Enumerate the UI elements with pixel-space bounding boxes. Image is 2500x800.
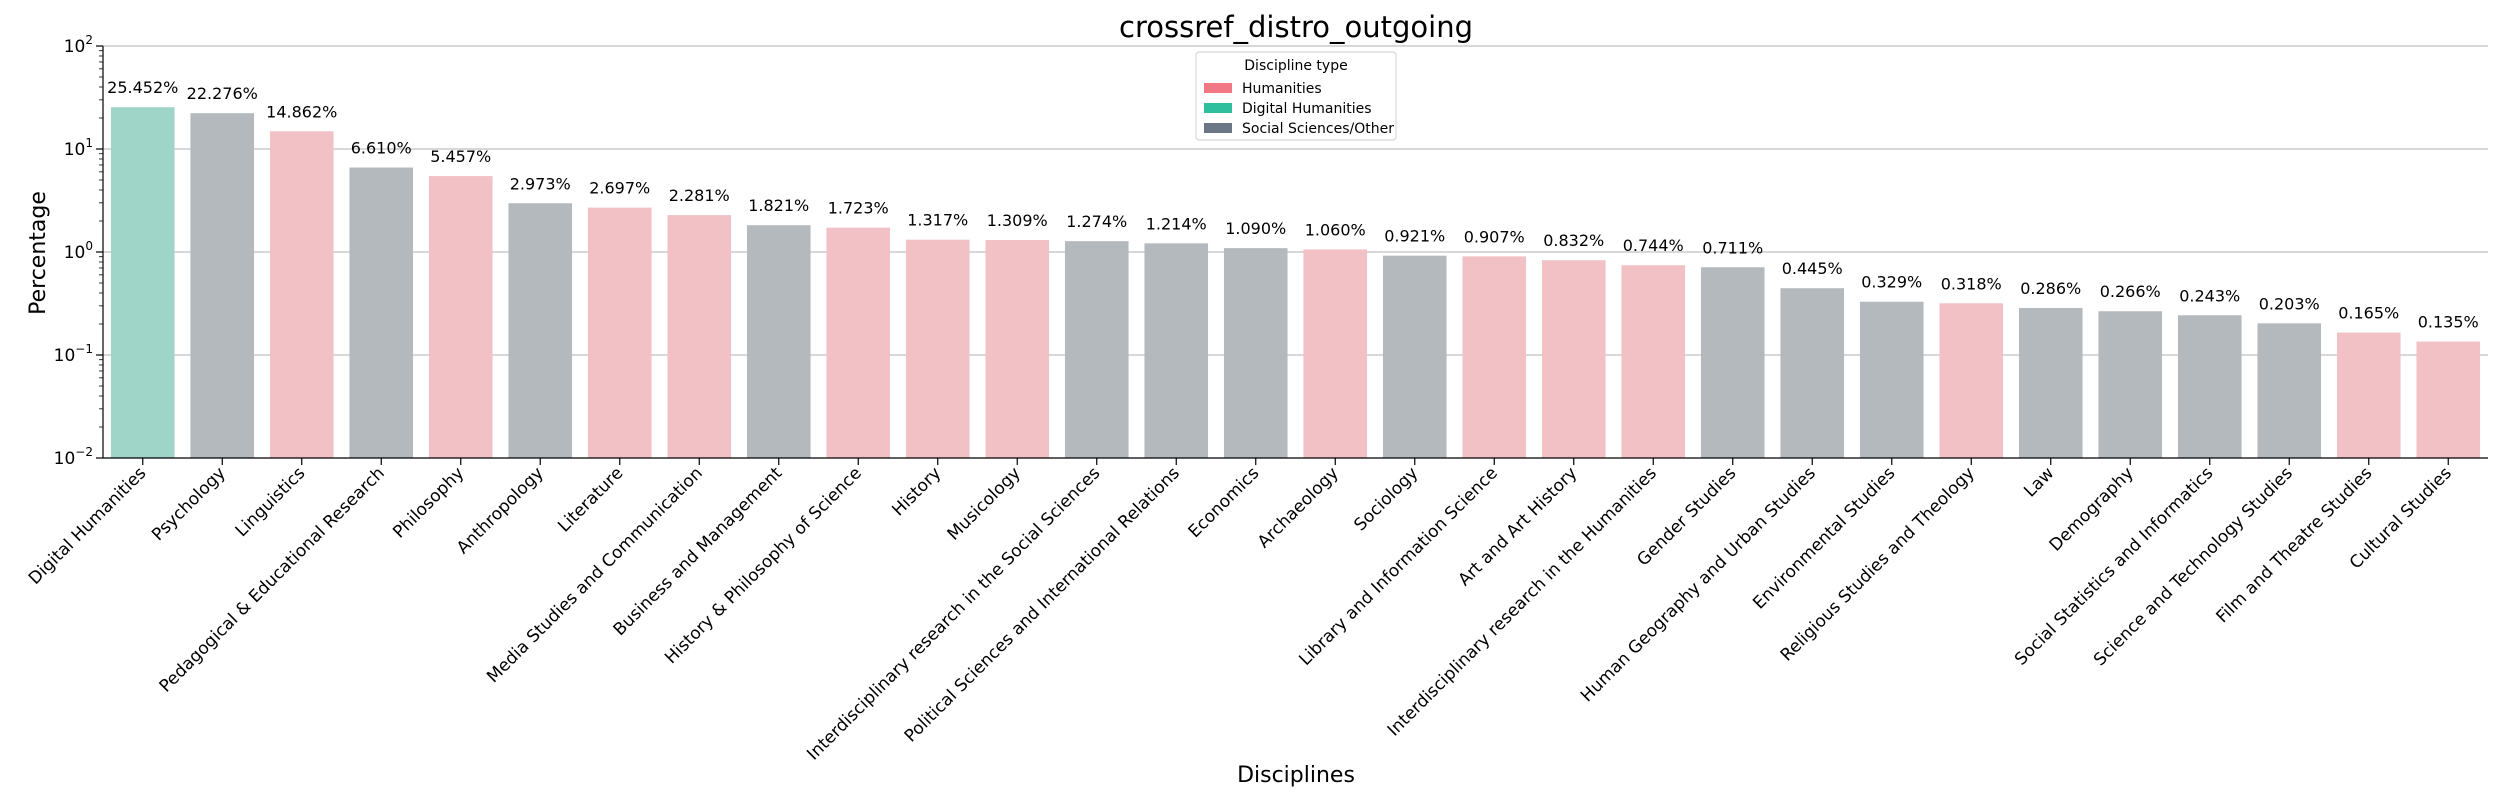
- legend-entry-label: Humanities: [1242, 81, 1322, 97]
- bar-17: [1382, 255, 1447, 458]
- y-ticks-group: 10−2 10−1 100 101 102: [54, 33, 103, 469]
- bar-value-label: 0.329%: [1861, 273, 1922, 292]
- bar-value-label: 2.697%: [589, 179, 650, 198]
- y-tick-label: 102: [64, 33, 93, 57]
- bars-group: [110, 107, 2481, 459]
- bar-value-label: 6.610%: [351, 139, 412, 158]
- y-axis-label: Percentage: [26, 191, 51, 315]
- bar-value-label: 1.821%: [748, 196, 809, 215]
- bar-27: [2177, 315, 2242, 458]
- bar-6: [508, 203, 573, 458]
- bar-4: [349, 167, 414, 458]
- y-tick-label: 10−1: [54, 342, 93, 366]
- bar-7: [587, 207, 652, 458]
- bar-value-label: 0.445%: [1782, 259, 1843, 278]
- bar-8: [667, 215, 732, 458]
- y-tick-label: 10−2: [54, 445, 93, 469]
- bar-16: [1303, 249, 1368, 458]
- bar-3: [269, 131, 334, 458]
- bar-value-label: 1.317%: [907, 211, 968, 230]
- bar-value-label: 25.452%: [107, 78, 178, 97]
- bar-value-label: 0.907%: [1464, 227, 1525, 246]
- bar-value-label: 0.318%: [1941, 274, 2002, 293]
- data-labels-group: 25.452% 22.276% 14.862% 6.610% 5.457% 2.973% 2…: [107, 78, 2479, 331]
- bar-18: [1462, 256, 1527, 458]
- bar-10: [826, 227, 891, 458]
- bar-15: [1223, 248, 1288, 458]
- bar-value-label: 0.832%: [1543, 231, 1604, 250]
- bar-value-label: 0.243%: [2179, 286, 2240, 305]
- bar-21: [1700, 267, 1765, 458]
- bar-value-label: 0.711%: [1702, 238, 1763, 257]
- bar-5: [428, 176, 493, 458]
- legend-title: Discipline type: [1244, 58, 1347, 74]
- bar-value-label: 0.921%: [1384, 227, 1445, 246]
- bar-value-label: 1.309%: [987, 211, 1048, 230]
- bar-24: [1939, 303, 2004, 458]
- legend-entry-label: Digital Humanities: [1242, 101, 1372, 117]
- bar-value-label: 0.286%: [2020, 279, 2081, 298]
- bar-value-label: 14.862%: [266, 102, 337, 121]
- legend-frame: [1195, 51, 1397, 141]
- legend-swatch: [1204, 83, 1232, 93]
- bar-26: [2098, 311, 2163, 458]
- bar-value-label: 2.973%: [510, 174, 571, 193]
- bar-value-label: 0.744%: [1623, 236, 1684, 255]
- y-tick-label: 101: [64, 136, 93, 160]
- bar-30: [2416, 341, 2481, 458]
- bar-11: [905, 239, 970, 458]
- bar-value-label: 22.276%: [187, 84, 258, 103]
- bar-value-label: 2.281%: [669, 186, 730, 205]
- bar-1: [110, 107, 175, 459]
- bar-28: [2257, 323, 2322, 458]
- bar-value-label: 0.165%: [2338, 304, 2399, 323]
- bar-value-label: 0.135%: [2418, 313, 2479, 332]
- legend-swatch: [1204, 123, 1232, 133]
- legend-entry-label: Social Sciences/Other: [1242, 121, 1394, 137]
- bar-value-label: 0.266%: [2100, 282, 2161, 301]
- bar-value-label: 1.214%: [1146, 214, 1207, 233]
- bar-value-label: 0.203%: [2259, 294, 2320, 313]
- bar-13: [1064, 241, 1129, 458]
- bar-value-label: 1.723%: [828, 199, 889, 218]
- bar-12: [985, 239, 1050, 458]
- bar-value-label: 1.060%: [1305, 220, 1366, 239]
- bar-14: [1144, 243, 1209, 458]
- bar-29: [2336, 332, 2401, 458]
- legend-swatch: [1204, 103, 1232, 113]
- bar-value-label: 5.457%: [430, 147, 491, 166]
- y-tick-label: 100: [64, 239, 93, 263]
- x-axis-label: Disciplines: [1237, 763, 1355, 788]
- bar-value-label: 1.090%: [1225, 219, 1286, 238]
- chart-title: crossref_distro_outgoing: [1119, 10, 1473, 44]
- bar-value-label: 1.274%: [1066, 212, 1127, 231]
- bar-20: [1621, 265, 1686, 458]
- legend: Discipline type Humanities Digital Humanit…: [1195, 51, 1397, 141]
- bar-22: [1780, 288, 1845, 458]
- bar-2: [190, 113, 255, 459]
- bar-9: [746, 225, 811, 458]
- bar-25: [2018, 307, 2083, 458]
- bar-23: [1859, 301, 1924, 458]
- bar-19: [1541, 260, 1606, 458]
